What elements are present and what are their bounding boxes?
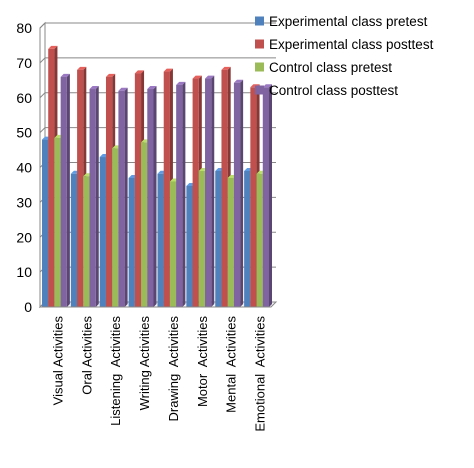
bar-top xyxy=(48,45,58,49)
y-tick-label: 70 xyxy=(16,55,32,71)
bar-top xyxy=(147,86,157,90)
bar-top xyxy=(77,66,87,70)
gridline-depth xyxy=(39,22,46,29)
legend-label: Experimental class pretest xyxy=(269,14,428,29)
bar-side xyxy=(153,86,157,307)
bar xyxy=(233,82,241,307)
bar-top xyxy=(105,73,116,77)
bar xyxy=(176,84,183,307)
y-tick-label: 0 xyxy=(24,299,32,315)
bar xyxy=(99,157,106,307)
bar-side xyxy=(95,86,99,307)
bar-top xyxy=(221,66,231,70)
x-category-label: Drawing Activities xyxy=(166,316,181,422)
bar-top xyxy=(89,86,99,90)
bars xyxy=(42,45,272,308)
y-tick-label: 30 xyxy=(16,194,32,210)
legend-swatch xyxy=(255,16,264,26)
bar-top xyxy=(233,79,244,83)
bar xyxy=(89,89,96,307)
bar xyxy=(250,87,257,307)
bar xyxy=(83,176,90,307)
bar-side xyxy=(182,81,186,307)
legend-swatch xyxy=(255,39,264,49)
bar xyxy=(128,177,135,307)
legend-swatch xyxy=(255,62,264,72)
axes xyxy=(39,28,271,308)
x-category-label: Listening Activities xyxy=(108,316,123,426)
bar-top xyxy=(134,70,145,74)
bar xyxy=(134,73,142,308)
bar xyxy=(54,137,61,307)
gridline-depth xyxy=(39,127,46,133)
bar-top xyxy=(118,87,128,91)
x-category-label: Mental Activities xyxy=(224,316,239,413)
legend: Experimental class pretest Experimental c… xyxy=(255,14,434,98)
bar-top xyxy=(205,75,215,79)
bar xyxy=(141,142,148,307)
bar-side xyxy=(269,84,272,307)
bar-side xyxy=(211,75,215,307)
bar-top xyxy=(60,73,70,77)
bar-top xyxy=(176,81,186,85)
bar xyxy=(112,148,119,307)
y-tick-label: 50 xyxy=(16,125,32,141)
x-category-label: Oral Activities xyxy=(79,316,94,395)
gridline-depth xyxy=(39,57,46,64)
bar xyxy=(221,69,228,307)
bar-top xyxy=(262,84,272,88)
bar xyxy=(256,173,263,307)
y-tick-labels: 0 10 20 30 40 50 60 70 80 xyxy=(16,20,32,315)
legend-label: Control class posttest xyxy=(269,83,398,98)
x-category-label: Motor Activities xyxy=(195,316,210,408)
bar-side xyxy=(124,87,128,308)
y-tick-label: 40 xyxy=(16,160,32,176)
x-category-labels: Visual Activities Oral Activities Listenin… xyxy=(50,316,267,432)
bar xyxy=(244,170,251,307)
bar xyxy=(118,90,125,308)
legend-label: Experimental class posttest xyxy=(269,37,434,52)
bar xyxy=(198,170,206,307)
bar xyxy=(70,173,78,307)
bar xyxy=(262,87,269,307)
y-tick-label: 60 xyxy=(16,90,32,106)
bar xyxy=(48,48,55,308)
bar xyxy=(205,78,212,307)
bar xyxy=(77,69,84,307)
bar-side xyxy=(66,73,70,307)
bar xyxy=(215,170,222,307)
bar xyxy=(192,78,199,307)
bar xyxy=(186,185,193,307)
bar-top xyxy=(163,68,173,72)
x-category-label: Emotional Activities xyxy=(253,316,268,432)
bar xyxy=(169,181,177,307)
bar xyxy=(157,173,164,307)
bar-side xyxy=(240,79,244,307)
legend-label: Control class pretest xyxy=(269,60,392,75)
gridline-depth xyxy=(39,92,46,99)
bar xyxy=(105,76,113,307)
bar-top xyxy=(192,75,202,79)
bar xyxy=(42,139,49,307)
bar xyxy=(60,76,67,307)
y-tick-label: 10 xyxy=(16,264,32,280)
legend-swatch xyxy=(255,85,264,95)
y-tick-label: 80 xyxy=(16,20,32,36)
bar xyxy=(147,89,154,307)
bar xyxy=(163,71,170,307)
y-tick-label: 20 xyxy=(16,229,32,245)
x-category-label: Visual Activities xyxy=(50,316,65,406)
bar xyxy=(227,177,234,307)
x-category-label: Writing Activities xyxy=(137,316,152,411)
